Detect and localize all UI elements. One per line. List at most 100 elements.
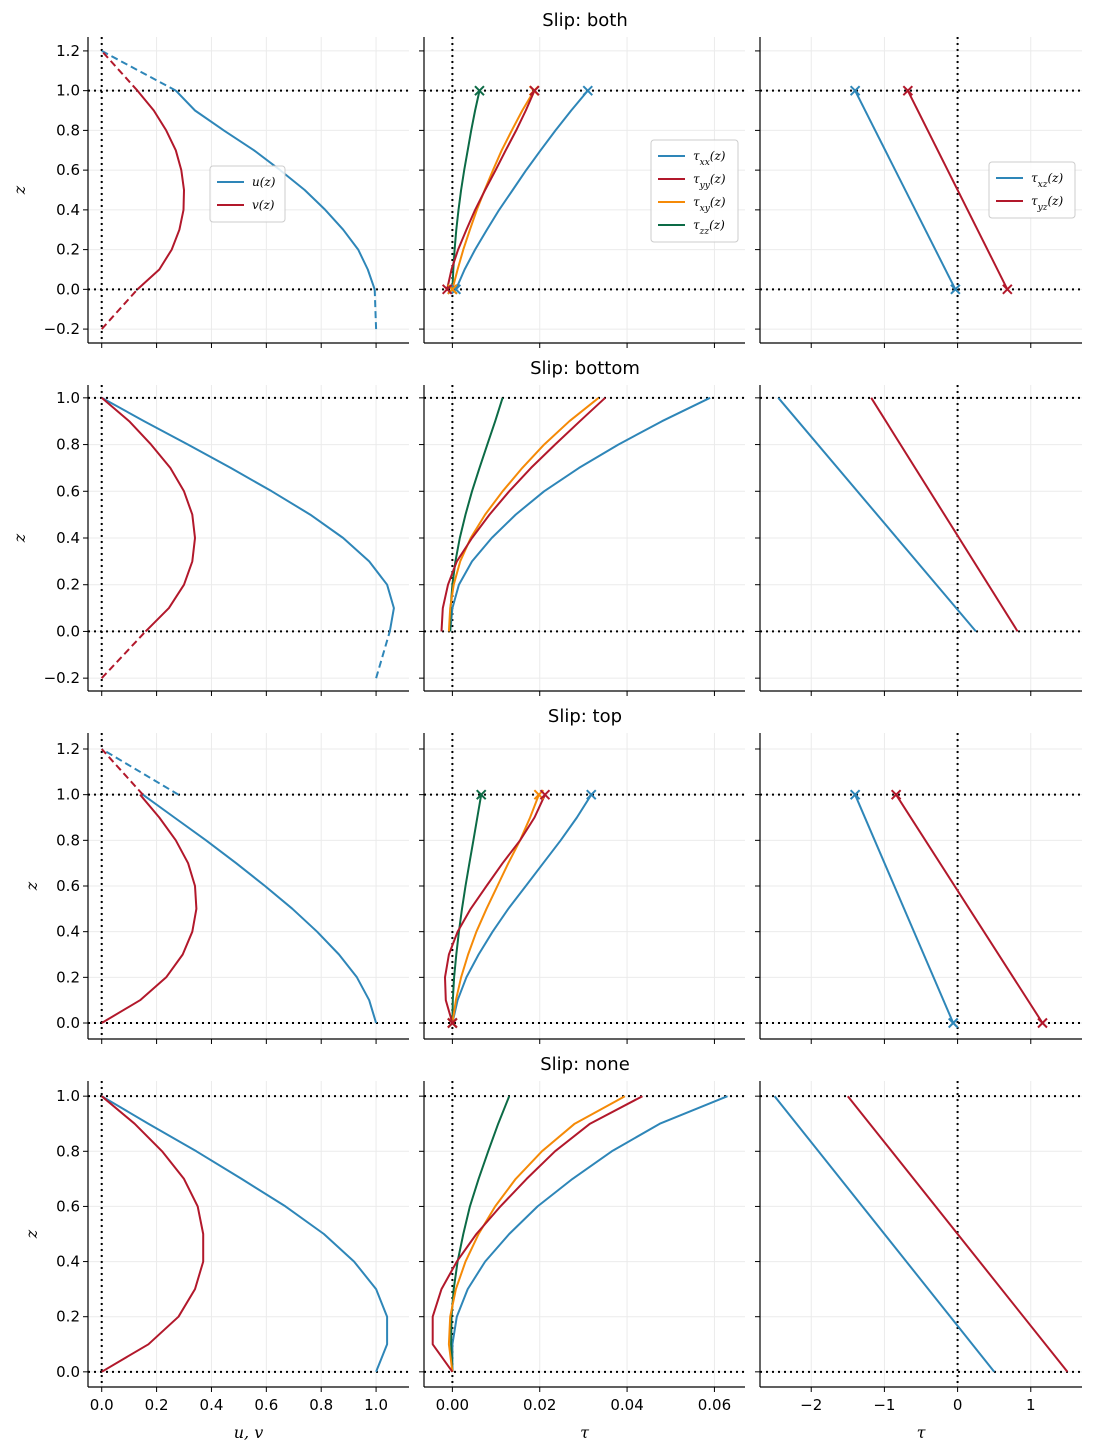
v-series-extension-top <box>100 50 139 92</box>
tau-xx-series-line <box>454 89 589 290</box>
x-axis-label: u, v <box>234 1423 264 1442</box>
tau-yz-series-line <box>847 1095 1069 1373</box>
row-title: Slip: bottom <box>530 358 640 379</box>
y-tick-label: −0.2 <box>44 320 80 338</box>
x-tick-label: 0.04 <box>610 1396 643 1414</box>
y-tick-label: 0.4 <box>56 529 80 547</box>
y-tick-label: 0.8 <box>56 436 80 454</box>
panel-r0-c0: −0.2 0.0 0.2 0.4 0.6 0.8 1.0 1.2 z u(z) v(z) <box>10 37 409 348</box>
legend-label: τxz(z) <box>1031 171 1063 190</box>
tau-yy-series-line <box>444 794 546 1024</box>
panel-r1-c2 <box>755 385 1082 696</box>
y-axis-label: z <box>22 1229 41 1239</box>
legend-label: τyz(z) <box>1031 194 1063 213</box>
tau-xz-wall-marker <box>947 1017 959 1029</box>
tau-xz-series-line <box>777 397 977 633</box>
tau-xx-wall-marker <box>582 85 593 96</box>
tau-yz-series-line <box>906 90 1009 290</box>
tau-zz-series-line <box>451 90 481 290</box>
y-tick-label: 0.8 <box>56 121 80 139</box>
legend-box <box>209 165 286 223</box>
legend-label: u(z) <box>252 175 276 189</box>
y-tick-label: −0.2 <box>44 669 80 687</box>
u-series-extension-top <box>101 50 177 92</box>
y-tick-label: 0.6 <box>56 1197 80 1215</box>
panel-r0-c2: τxz(z) τyz(z) <box>755 37 1082 348</box>
tau-zz-series-line <box>450 1095 511 1372</box>
v-series-line <box>101 794 198 1024</box>
legend-box <box>650 139 739 243</box>
x-tick-label: 0.0 <box>90 1396 114 1414</box>
tau-xz-wall-marker <box>950 284 961 295</box>
row-title: Slip: both <box>542 10 628 31</box>
legend-label: τxx(z) <box>693 149 726 168</box>
u-series-line <box>101 1095 389 1373</box>
panel-r2-c1 <box>419 733 745 1044</box>
x-tick-label: −1 <box>873 1396 895 1414</box>
legend-label: τzz(z) <box>693 218 725 237</box>
panel-r1-c1 <box>419 385 745 696</box>
y-tick-label: 0.6 <box>56 482 80 500</box>
tau-xz-series-line <box>854 90 957 290</box>
legend-label: τxy(z) <box>693 195 726 214</box>
y-tick-label: 0.4 <box>56 923 80 941</box>
row-title: Slip: top <box>548 706 622 727</box>
x-tick-label: 0.00 <box>436 1396 469 1414</box>
v-series-extension-bottom <box>100 288 139 330</box>
tau-yy-series-line <box>431 1095 643 1373</box>
y-tick-label: 0.2 <box>56 1308 80 1326</box>
panel-r1-c0: −0.2 0.0 0.2 0.4 0.6 0.8 1.0 z <box>10 385 409 696</box>
x-tick-label: 1 <box>1026 1396 1036 1414</box>
x-tick-label: 0.06 <box>698 1396 731 1414</box>
x-tick-label: 0 <box>953 1396 963 1414</box>
tau-yz-series-line <box>895 794 1044 1024</box>
y-tick-label: 0.0 <box>56 1363 80 1381</box>
x-tick-label: 0.2 <box>145 1396 169 1414</box>
panel-r0-c1: τxx(z) τyy(z) τxy(z) τzz(z) <box>419 37 745 348</box>
panel-r2-c0: 0.0 0.2 0.4 0.6 0.8 1.0 1.2 z <box>22 733 409 1044</box>
tau-yz-wall-marker <box>1037 1017 1048 1029</box>
y-tick-label: 0.2 <box>56 968 80 986</box>
y-tick-label: 1.0 <box>56 1087 80 1105</box>
tau-yy-wall-marker <box>539 789 551 800</box>
y-tick-label: 0.6 <box>56 877 80 895</box>
legend-label: τyy(z) <box>693 172 726 191</box>
x-tick-label: −2 <box>800 1396 822 1414</box>
tau-zz-wall-marker <box>474 85 485 96</box>
tau-zz-series-line <box>451 794 483 1024</box>
row-title: Slip: none <box>540 1054 630 1075</box>
tau-yy-wall-marker <box>441 284 453 295</box>
y-tick-label: 0.2 <box>56 241 80 259</box>
y-tick-label: 0.8 <box>56 1142 80 1160</box>
x-tick-label: 0.4 <box>200 1396 224 1414</box>
u-series-extension-top <box>101 748 180 796</box>
y-tick-label: 1.0 <box>56 82 80 100</box>
v-series-line <box>136 89 185 291</box>
tau-yy-wall-marker <box>529 85 540 96</box>
u-series-extension-bottom <box>375 631 391 679</box>
tau-yy-series-line <box>440 397 606 632</box>
x-axis-label: τ <box>917 1423 927 1442</box>
y-tick-label: 0.4 <box>56 1253 80 1271</box>
y-axis-label: z <box>10 533 29 543</box>
tau-xx-series-line <box>451 794 593 1024</box>
legend-box <box>988 161 1076 219</box>
panel-r2-c2 <box>755 733 1082 1044</box>
tau-yz-wall-marker <box>890 789 902 800</box>
x-axis-label: τ <box>580 1423 590 1442</box>
panel-r3-c2: −2 −1 0 1 τ <box>755 1081 1082 1442</box>
y-tick-label: 0.8 <box>56 831 80 849</box>
y-tick-label: 1.2 <box>56 42 80 60</box>
tau-zz-wall-marker <box>476 789 487 800</box>
x-tick-label: 0.02 <box>523 1396 556 1414</box>
tau-xx-wall-marker <box>450 284 462 295</box>
u-series-extension-bottom <box>373 289 378 330</box>
tau-xy-series-line <box>451 794 540 1024</box>
tau-xy-series-line <box>447 397 600 632</box>
tau-xz-wall-marker <box>849 789 861 800</box>
tau-xz-wall-marker <box>849 85 861 96</box>
tau-xx-wall-marker <box>586 789 597 800</box>
u-series-line <box>101 396 395 632</box>
y-tick-label: 0.2 <box>56 576 80 594</box>
